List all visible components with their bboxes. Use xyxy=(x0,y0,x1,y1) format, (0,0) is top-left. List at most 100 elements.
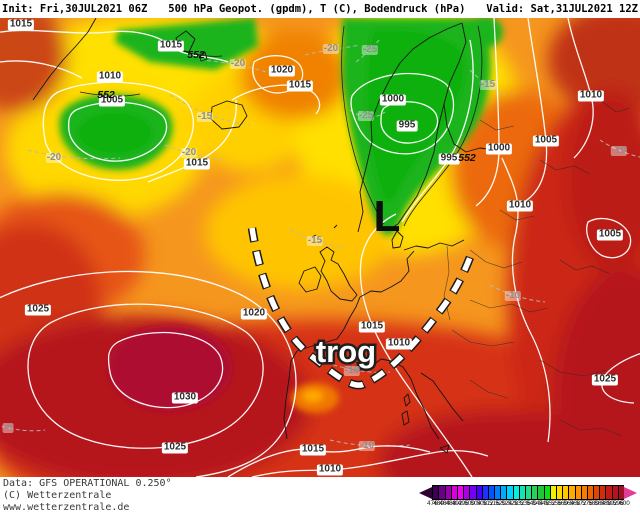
colorbar-tick: 476 xyxy=(426,500,438,507)
pressure-label: 1005 xyxy=(532,134,560,147)
pressure-label: 1010 xyxy=(316,463,344,476)
pressure-label: 1025 xyxy=(24,303,52,316)
pressure-label: 1005 xyxy=(596,228,624,241)
colorbar-segment xyxy=(438,486,445,499)
temp-label: -10 xyxy=(358,440,376,451)
pressure-label: 1010 xyxy=(96,70,124,83)
isobar-contours xyxy=(0,18,640,477)
low-marker: L xyxy=(374,192,401,241)
colorbar-ticks: 476 480 484 488 492 496 500 504 508 512 516 520 524 5… xyxy=(419,499,637,508)
colorbar-tick: 516 xyxy=(488,500,500,507)
colorbar-segment xyxy=(617,486,624,499)
colorbar-right-arrow xyxy=(624,486,637,499)
colorbar-tick: 500 xyxy=(464,500,475,507)
colorbar-tick: 552 xyxy=(544,500,556,507)
colorbar-segment xyxy=(525,486,532,499)
colorbar-segment xyxy=(518,486,525,499)
geo-label: 552 xyxy=(187,48,205,61)
pressure-label: 995 xyxy=(438,152,460,165)
trough-line xyxy=(247,227,476,390)
pressure-label: 1010 xyxy=(506,199,534,212)
temp-label: -20 xyxy=(322,43,340,54)
pressure-label: 1000 xyxy=(379,93,407,106)
colorbar-segment xyxy=(531,486,538,499)
pressure-label: 1015 xyxy=(299,443,327,456)
geo-label: 552 xyxy=(458,151,476,164)
colorbar-segment xyxy=(586,486,594,499)
colorbar-tick: 520 xyxy=(495,500,506,507)
colorbar-tick: 528 xyxy=(507,500,519,507)
colorbar-segment xyxy=(605,486,612,499)
colorbar-segment xyxy=(463,486,470,499)
colorbar-segment xyxy=(512,486,519,499)
geo-label: 552 xyxy=(97,88,115,101)
colorbar-tick: 600 xyxy=(619,500,630,507)
colorbar-tick: 580 xyxy=(588,500,599,507)
colorbar-tick: 588 xyxy=(600,500,612,507)
colorbar: 476 480 484 488 492 496 500 504 508 512 516 520 524 5… xyxy=(419,485,637,512)
colorbar-tick: 496 xyxy=(457,500,469,507)
map-title: 500 hPa Geopot. (gpdm), T (C), Bodendruc… xyxy=(168,3,466,15)
colorbar-segment xyxy=(543,486,550,499)
pressure-label: 1010 xyxy=(385,337,413,350)
colorbar-tick: 488 xyxy=(445,500,457,507)
colorbar-tick: 484 xyxy=(439,500,450,507)
colorbar-tick: 532 xyxy=(513,500,525,507)
colorbar-tick: 524 xyxy=(501,500,512,507)
temp-label: -20 xyxy=(229,58,247,69)
colorbar-segment xyxy=(481,486,488,499)
colorbar-tick: 560 xyxy=(557,500,568,507)
colorbar-segments xyxy=(432,485,624,500)
colorbar-segment xyxy=(475,486,482,499)
temp-label: -10 xyxy=(504,290,522,301)
colorbar-segment xyxy=(593,486,600,499)
colorbar-tick: 480 xyxy=(433,500,444,507)
temp-label: -15 xyxy=(343,365,361,376)
colorbar-tick: 536 xyxy=(519,500,531,507)
valid-time: Valid: Sat,31JUL2021 12Z xyxy=(486,3,638,15)
colorbar-tick: 492 xyxy=(451,500,463,507)
colorbar-tick: 592 xyxy=(606,500,618,507)
pressure-label: 1015 xyxy=(183,157,211,170)
temp-label: -20 xyxy=(180,147,198,158)
colorbar-tick: 508 xyxy=(476,500,488,507)
colorbar-segment xyxy=(456,486,464,499)
pressure-label: 1000 xyxy=(485,142,513,155)
colorbar-segment xyxy=(469,486,476,499)
pressure-label: 1025 xyxy=(161,441,189,454)
colorbar-left-arrow xyxy=(419,486,433,499)
colorbar-segment xyxy=(506,486,513,499)
colorbar-segment xyxy=(562,486,569,499)
pressure-label: 1015 xyxy=(358,320,386,333)
temp-label: -20 xyxy=(45,152,63,163)
coastlines xyxy=(32,18,495,454)
colorbar-tick: 504 xyxy=(470,500,481,507)
colorbar-tick: 584 xyxy=(594,500,605,507)
colorbar-tick: 572 xyxy=(575,500,587,507)
colorbar-tick: 512 xyxy=(482,500,494,507)
temp-label: -25 xyxy=(357,110,375,121)
pressure-label: 1015 xyxy=(286,79,314,92)
colorbar-segment xyxy=(487,486,495,499)
colorbar-segment xyxy=(580,486,587,499)
colorbar-segment xyxy=(599,486,606,499)
temp-label: -5 xyxy=(2,422,14,433)
colorbar-tick: 548 xyxy=(538,500,550,507)
colorbar-tick: 556 xyxy=(550,500,562,507)
colorbar-tick: 564 xyxy=(563,500,574,507)
pressure-label: 1030 xyxy=(171,391,199,404)
colorbar-segment xyxy=(549,486,556,499)
colorbar-segment xyxy=(444,486,451,499)
map-label-layer: 1015 1015 1010 1005 1000 995 995 1020 1015 1015 10… xyxy=(0,18,640,477)
map-header: Init: Fri,30JUL2021 06Z 500 hPa Geopot. … xyxy=(0,0,640,18)
temp-label: -25 xyxy=(361,44,379,55)
pressure-label: 1020 xyxy=(240,307,268,320)
map-footer: Data: GFS OPERATIONAL 0.250° (C) Wetterz… xyxy=(0,477,640,517)
pressure-label: 1005 xyxy=(98,94,126,107)
temp-label: -15 xyxy=(196,111,214,122)
website-url: www.wetterzentrale.de xyxy=(3,502,130,513)
temp-label: -15 xyxy=(306,235,324,246)
data-source: Data: GFS OPERATIONAL 0.250° xyxy=(3,478,172,489)
weather-map: L trog 1015 1015 1010 1005 1000 995 995 1020 101… xyxy=(0,18,640,477)
